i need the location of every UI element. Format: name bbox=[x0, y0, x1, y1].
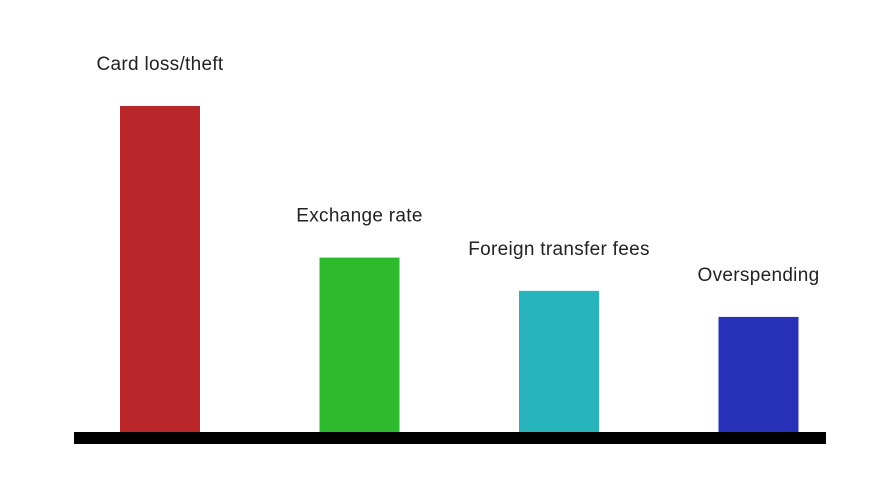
bar-3 bbox=[718, 316, 799, 433]
bar-1 bbox=[319, 257, 400, 433]
bar-label-0: Card loss/theft bbox=[97, 54, 224, 75]
bar-label-2: Foreign transfer fees bbox=[468, 239, 650, 260]
x-axis-baseline bbox=[74, 432, 826, 444]
bar-label-3: Overspending bbox=[698, 265, 820, 286]
bar-0 bbox=[120, 106, 200, 433]
bar-label-1: Exchange rate bbox=[296, 206, 422, 227]
labels-layer: Card loss/theft Exchange rate Foreign tran… bbox=[97, 54, 820, 286]
bar-2 bbox=[519, 290, 599, 433]
bars-layer bbox=[120, 106, 799, 433]
